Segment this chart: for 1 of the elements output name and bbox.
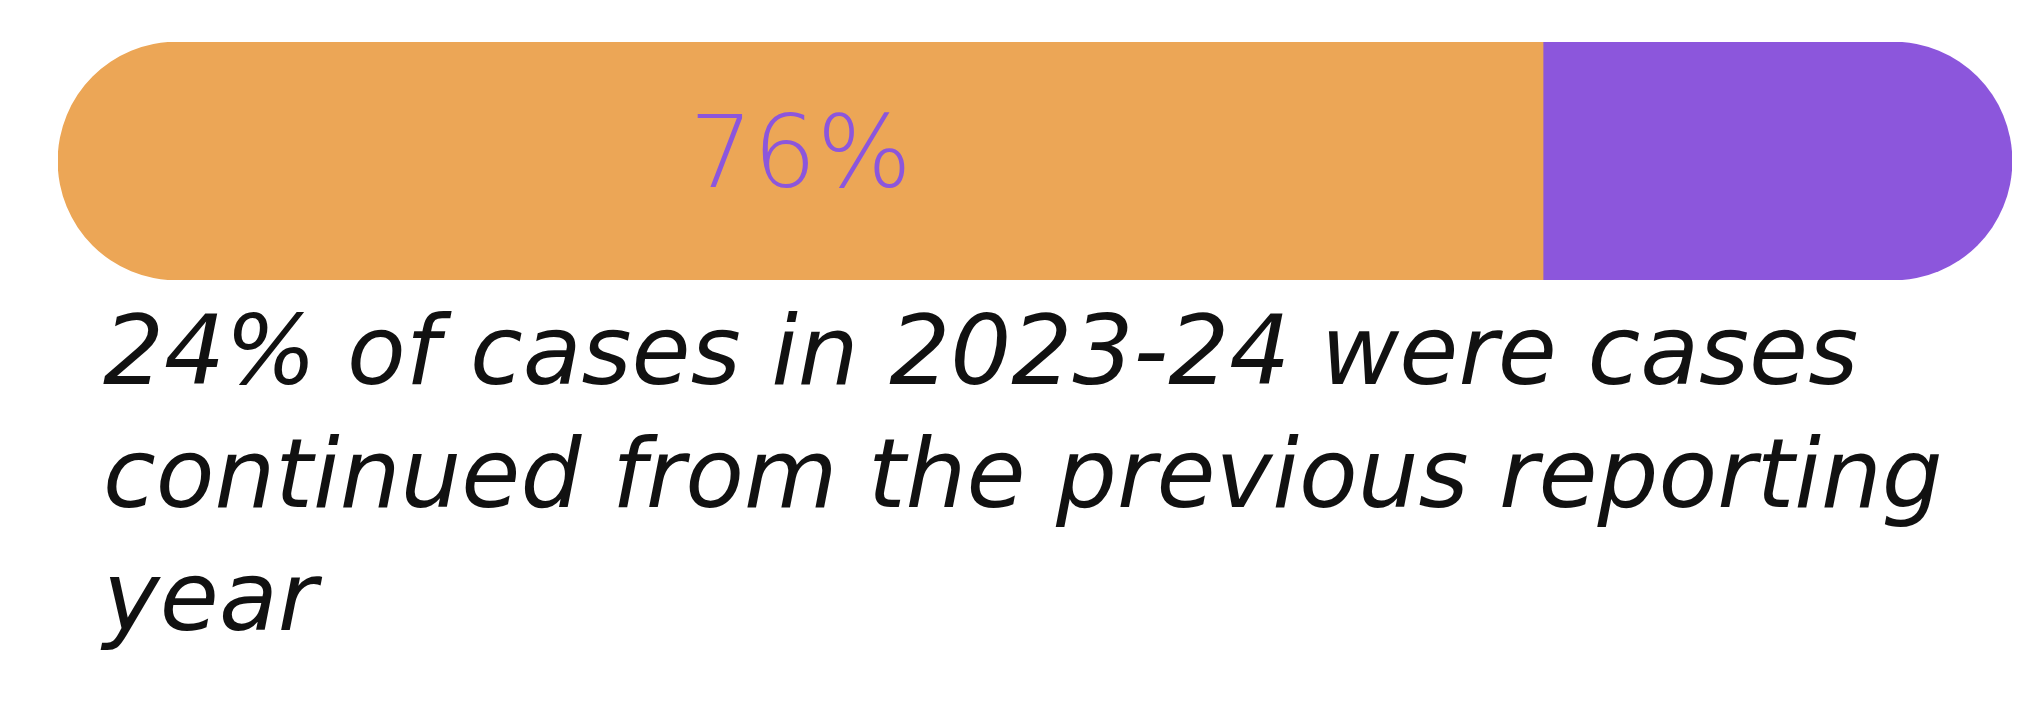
data-label: 76% — [689, 93, 912, 211]
